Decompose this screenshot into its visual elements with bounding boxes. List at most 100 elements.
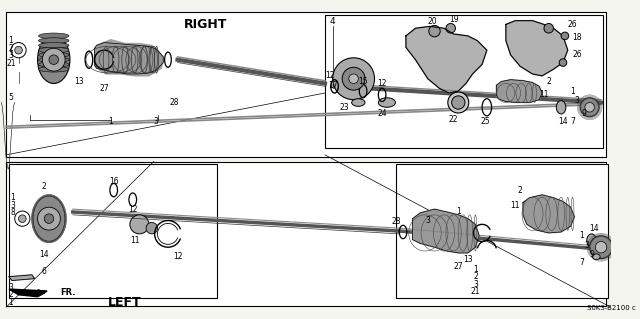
Polygon shape (9, 289, 47, 297)
Ellipse shape (38, 52, 69, 58)
Bar (325, 15, 603, 148)
Text: 3: 3 (473, 280, 478, 289)
Text: 1: 1 (8, 36, 13, 45)
Ellipse shape (38, 36, 70, 84)
Text: 21: 21 (470, 287, 480, 296)
Ellipse shape (448, 92, 468, 113)
Text: 15: 15 (358, 77, 368, 86)
Text: 3: 3 (8, 283, 13, 292)
Text: 17: 17 (328, 81, 337, 90)
Ellipse shape (593, 254, 600, 260)
Circle shape (349, 74, 358, 84)
Text: 14: 14 (40, 250, 49, 259)
Text: 3: 3 (426, 216, 430, 225)
Circle shape (429, 26, 440, 37)
Text: 4: 4 (330, 17, 335, 26)
Polygon shape (497, 80, 542, 102)
Polygon shape (406, 26, 487, 93)
Text: 28: 28 (170, 98, 179, 107)
Text: 27: 27 (99, 84, 109, 93)
Circle shape (42, 48, 65, 71)
Text: 7: 7 (580, 258, 584, 267)
Circle shape (130, 215, 149, 234)
Bar (9, 164, 216, 298)
Ellipse shape (38, 33, 69, 39)
Text: 27: 27 (454, 262, 463, 271)
Circle shape (333, 58, 374, 100)
Ellipse shape (38, 47, 69, 53)
Ellipse shape (452, 96, 465, 109)
Text: 1: 1 (108, 117, 113, 126)
Circle shape (38, 207, 60, 230)
Text: 26: 26 (572, 50, 582, 59)
Circle shape (544, 24, 554, 33)
Circle shape (561, 32, 569, 40)
Text: 2: 2 (42, 182, 47, 191)
Text: 9: 9 (582, 109, 586, 118)
Circle shape (15, 46, 22, 54)
Text: 7: 7 (570, 117, 575, 126)
Polygon shape (9, 275, 35, 280)
Text: 18: 18 (573, 33, 582, 42)
Text: 1: 1 (456, 207, 461, 217)
Text: 1: 1 (8, 298, 13, 307)
Text: 21: 21 (6, 59, 15, 68)
Text: FR.: FR. (60, 288, 76, 297)
Text: LEFT: LEFT (108, 296, 142, 309)
Text: 2: 2 (8, 44, 13, 53)
Text: 12: 12 (378, 79, 387, 88)
Text: 3: 3 (575, 96, 580, 105)
Text: 25: 25 (480, 117, 490, 126)
Text: RIGHT: RIGHT (184, 18, 228, 31)
Ellipse shape (38, 66, 69, 72)
Polygon shape (95, 42, 163, 74)
Text: 5: 5 (8, 93, 13, 102)
Text: 3: 3 (584, 241, 589, 250)
Text: 20: 20 (428, 17, 437, 26)
Text: 6: 6 (42, 267, 47, 277)
Text: 2: 2 (473, 272, 478, 281)
Text: 14: 14 (589, 224, 599, 233)
Text: 28: 28 (392, 217, 401, 226)
Text: 22: 22 (449, 115, 458, 124)
Circle shape (559, 59, 567, 66)
Text: 1: 1 (580, 231, 584, 240)
Circle shape (585, 102, 595, 112)
Bar (6, 12, 606, 157)
Circle shape (19, 215, 26, 222)
Ellipse shape (38, 42, 69, 48)
Text: 12: 12 (325, 71, 335, 80)
Ellipse shape (556, 100, 566, 114)
Circle shape (44, 214, 54, 223)
Text: 3: 3 (8, 51, 13, 60)
Text: 1: 1 (473, 264, 478, 274)
Text: 11: 11 (511, 201, 520, 210)
Circle shape (342, 67, 365, 90)
Polygon shape (523, 195, 575, 233)
Text: 1: 1 (10, 193, 15, 202)
Bar (396, 164, 608, 298)
Text: 2: 2 (8, 290, 13, 299)
Circle shape (15, 211, 30, 226)
Circle shape (49, 55, 58, 64)
Text: 23: 23 (339, 103, 349, 112)
Text: 13: 13 (463, 255, 472, 264)
Circle shape (580, 98, 599, 117)
Text: 9: 9 (589, 250, 594, 259)
Ellipse shape (378, 98, 396, 107)
Ellipse shape (38, 57, 69, 63)
Text: 2: 2 (547, 77, 551, 86)
Text: 1: 1 (570, 86, 575, 96)
Polygon shape (506, 21, 568, 76)
Circle shape (589, 236, 612, 259)
Circle shape (446, 24, 456, 33)
Bar (6, 161, 606, 306)
Text: 11: 11 (130, 236, 140, 245)
Text: S0K3-B2100 c: S0K3-B2100 c (587, 305, 636, 311)
Ellipse shape (587, 234, 596, 247)
Text: 3: 3 (10, 201, 15, 210)
Text: 14: 14 (558, 117, 568, 126)
Ellipse shape (33, 196, 65, 241)
Ellipse shape (38, 62, 69, 67)
Ellipse shape (351, 99, 365, 106)
